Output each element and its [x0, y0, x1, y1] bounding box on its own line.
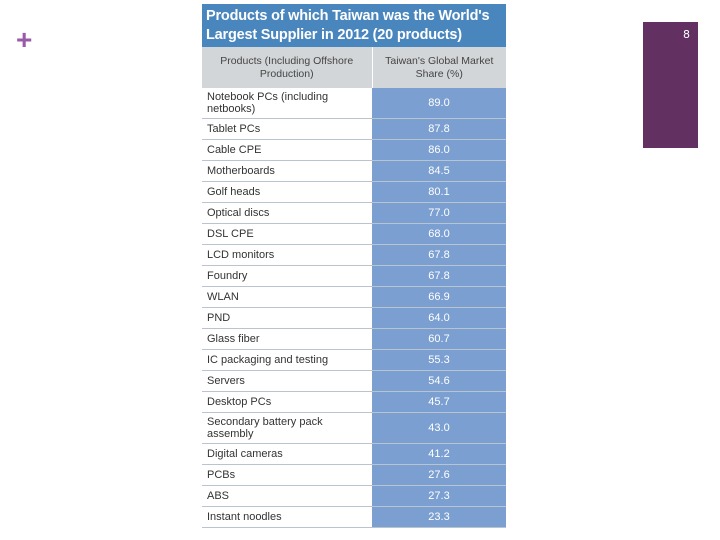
- product-cell: Motherboards: [202, 160, 372, 182]
- table-row: Cable CPE 86.0: [202, 139, 506, 161]
- table-row: Desktop PCs 45.7: [202, 391, 506, 413]
- product-cell: Notebook PCs (including netbooks): [202, 88, 372, 119]
- product-cell: Cable CPE: [202, 139, 372, 161]
- page-number-box: 8: [643, 22, 698, 148]
- share-cell: 45.7: [372, 391, 506, 413]
- share-cell: 64.0: [372, 307, 506, 329]
- product-cell: Optical discs: [202, 202, 372, 224]
- share-cell: 43.0: [372, 412, 506, 444]
- product-cell: Foundry: [202, 265, 372, 287]
- table-row: Secondary battery pack assembly 43.0: [202, 412, 506, 444]
- table-row: WLAN 66.9: [202, 286, 506, 308]
- header-row: Products (Including Offshore Production)…: [202, 47, 506, 88]
- product-cell: Golf heads: [202, 181, 372, 203]
- share-cell: 68.0: [372, 223, 506, 245]
- share-cell: 41.2: [372, 443, 506, 465]
- product-cell: WLAN: [202, 286, 372, 308]
- market-share-table: Products of which Taiwan was the World's…: [202, 4, 506, 530]
- header-products: Products (Including Offshore Production): [202, 47, 372, 88]
- share-cell: 54.6: [372, 370, 506, 392]
- table-row: Motherboards 84.5: [202, 160, 506, 182]
- share-cell: 27.6: [372, 464, 506, 486]
- share-cell: 80.1: [372, 181, 506, 203]
- share-cell: 55.3: [372, 349, 506, 371]
- table-row: Foundry 67.8: [202, 265, 506, 287]
- product-cell: LCD monitors: [202, 244, 372, 266]
- table-row: Servers 54.6: [202, 370, 506, 392]
- share-cell: 67.8: [372, 244, 506, 266]
- table-title: Products of which Taiwan was the World's…: [202, 4, 506, 47]
- table-row: ABS 27.3: [202, 485, 506, 507]
- product-cell: Instant noodles: [202, 506, 372, 528]
- product-cell: Secondary battery pack assembly: [202, 412, 372, 444]
- share-cell: 66.9: [372, 286, 506, 308]
- product-cell: PND: [202, 307, 372, 329]
- share-cell: 84.5: [372, 160, 506, 182]
- share-cell: 60.7: [372, 328, 506, 350]
- table-row: Notebook PCs (including netbooks) 89.0: [202, 88, 506, 119]
- product-cell: Servers: [202, 370, 372, 392]
- share-cell: 86.0: [372, 139, 506, 161]
- table-row: Digital cameras 41.2: [202, 443, 506, 465]
- product-cell: ABS: [202, 485, 372, 507]
- share-cell: 87.8: [372, 118, 506, 140]
- table-row: Golf heads 80.1: [202, 181, 506, 203]
- page-number: 8: [683, 28, 690, 41]
- product-cell: Desktop PCs: [202, 391, 372, 413]
- table-row: LCD monitors 67.8: [202, 244, 506, 266]
- plus-icon: +: [16, 24, 33, 55]
- product-cell: Glass fiber: [202, 328, 372, 350]
- table-title-line-2: Largest Supplier in 2012 (20 products): [206, 27, 462, 43]
- share-cell: 67.8: [372, 265, 506, 287]
- table-row: DSL CPE 68.0: [202, 223, 506, 245]
- product-cell: Digital cameras: [202, 443, 372, 465]
- product-cell: DSL CPE: [202, 223, 372, 245]
- share-cell: 23.3: [372, 506, 506, 528]
- table-row: PND 64.0: [202, 307, 506, 329]
- table-row: IC packaging and testing 55.3: [202, 349, 506, 371]
- table-row: PCBs 27.6: [202, 464, 506, 486]
- table-row: Optical discs 77.0: [202, 202, 506, 224]
- share-cell: 27.3: [372, 485, 506, 507]
- table-row: Tablet PCs 87.8: [202, 118, 506, 140]
- table-row: Glass fiber 60.7: [202, 328, 506, 350]
- share-cell: 89.0: [372, 88, 506, 119]
- header-market-share: Taiwan's Global Market Share (%): [371, 47, 506, 88]
- product-cell: Tablet PCs: [202, 118, 372, 140]
- data-table: Products (Including Offshore Production)…: [202, 47, 506, 528]
- product-cell: IC packaging and testing: [202, 349, 372, 371]
- share-cell: 77.0: [372, 202, 506, 224]
- product-cell: PCBs: [202, 464, 372, 486]
- table-title-line-1: Products of which Taiwan was the World's: [206, 8, 490, 24]
- table-row: Instant noodles 23.3: [202, 506, 506, 528]
